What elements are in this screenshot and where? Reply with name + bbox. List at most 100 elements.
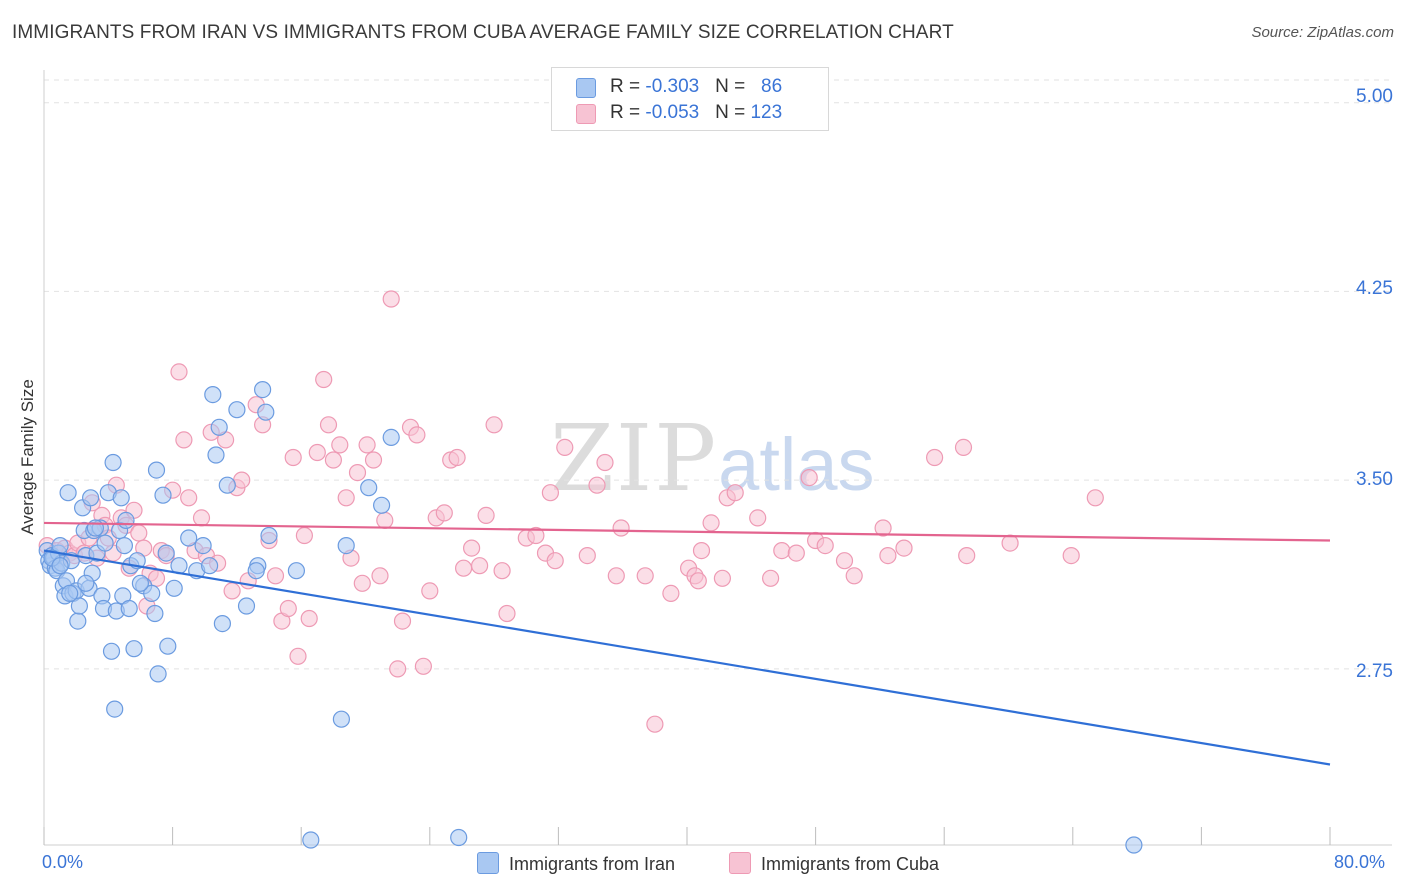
cuba-point [835,552,854,570]
cuba-point [192,509,211,527]
cuba-point [636,567,654,585]
iran-point [106,700,124,718]
bottom-legend-swatch-cuba [729,852,751,874]
cuba-point [493,562,511,580]
iran-point [287,562,305,580]
cuba-point [414,657,432,675]
iran-point [102,642,121,660]
cuba-point [319,416,338,434]
iran-point [115,536,134,555]
iran-point [159,637,177,655]
cuba-point [556,438,574,456]
iran-point [201,557,219,575]
x-tick-label-max: 80.0% [1334,852,1386,872]
iran-point [125,640,143,658]
cuba-point [607,567,625,585]
iran-point [180,529,198,547]
bottom-legend-label-iran: Immigrants from Iran [509,854,676,874]
iran-point [77,574,95,592]
iran-point [149,665,167,683]
cuba-point [175,431,193,449]
cuba-point [223,582,241,600]
y-tick-label: 5.00 [1356,86,1393,107]
cuba-point [421,582,439,600]
cuba-point [541,484,560,502]
cuba-point [463,539,481,557]
legend-swatch-iran [576,78,596,98]
iran-point [70,597,89,615]
x-tick-label-min: 0.0% [42,852,84,872]
cuba-point [471,557,489,575]
cuba-point [588,476,606,494]
iran-point [210,418,228,436]
legend-text-cuba: R = -0.053 N = 123 [610,102,783,123]
iran-point [213,614,231,633]
iran-point [360,479,378,497]
cuba-point [1001,534,1019,552]
iran-point [373,496,391,514]
cuba-point [358,436,376,454]
iran-point [59,484,77,502]
iran-point [260,526,278,545]
cuba-point [787,544,805,562]
cuba-point [382,290,400,308]
cuba-point [389,660,407,678]
cuba-point [713,569,732,587]
cuba-point [364,451,383,469]
iran-point [146,604,164,623]
bottom-legend-iran: Immigrants from Iran [477,852,675,875]
iran-point [1125,836,1143,854]
iran-point [257,403,275,421]
cuba-point [348,464,367,482]
iran-point [157,544,175,562]
legend-swatch-cuba [576,104,596,124]
cuba-point [353,574,371,592]
iran-point [337,536,355,555]
cuba-point [485,416,503,434]
iran-point [120,599,138,618]
cuba-point [612,519,630,537]
cuba-point [895,539,913,557]
cuba-point [596,453,614,472]
cuba-point [578,546,596,565]
iran-point [218,476,236,494]
iran-point [81,489,100,507]
iran-point [147,461,166,479]
points-layer [38,290,1143,854]
cuba-point [331,436,349,454]
bottom-legend-swatch-iran [477,852,499,874]
iran-point [51,557,69,575]
cuba-point [749,509,767,527]
cuba-point [308,443,326,462]
y-tick-label: 3.50 [1356,469,1393,490]
cuba-point [337,489,355,507]
cuba-point [315,370,333,389]
cuba-point [879,546,897,565]
cuba-point [408,426,426,444]
iran-point [86,519,105,537]
y-tick-label: 4.25 [1356,278,1393,299]
cuba-point [527,526,545,545]
iran-point [104,453,122,472]
cuba-point [324,451,342,469]
cuba-point [773,541,791,560]
cuba-point [546,552,564,570]
cuba-point [289,647,307,665]
y-axis-label: Average Family Size [18,379,37,535]
iran-point [117,511,135,530]
cuba-point [477,506,495,525]
iran-point [204,386,222,404]
iran-point [332,710,350,728]
chart-title: IMMIGRANTS FROM IRAN VS IMMIGRANTS FROM … [12,22,954,43]
axis-layer [43,70,1392,846]
cuba-point [874,519,892,537]
cuba-point [958,546,976,565]
bottom-legend-cuba: Immigrants from Cuba [729,852,939,875]
cuba-point [498,604,516,623]
iran-point [165,579,183,597]
cuba-point [761,569,780,587]
iran-point [69,612,87,630]
cuba-point [954,438,973,456]
cuba-point [1086,489,1104,507]
